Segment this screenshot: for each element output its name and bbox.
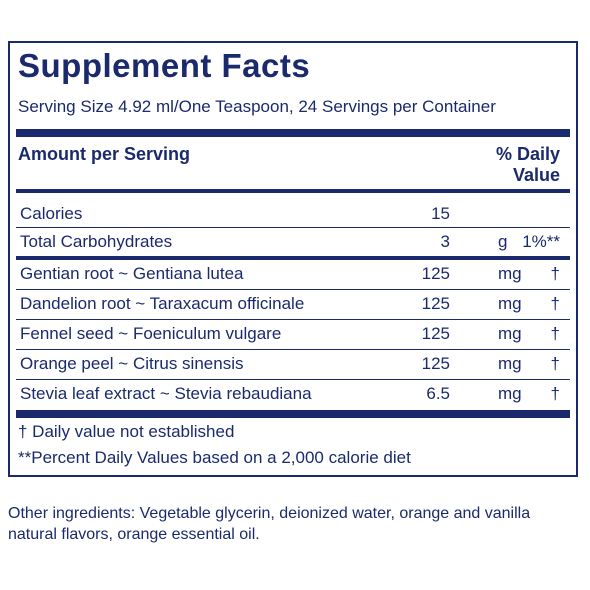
ingredient-unit: mg [498, 294, 522, 313]
ingredient-unit: mg [498, 354, 522, 373]
ingredient-dv: † [550, 354, 560, 373]
ingredient-row: Gentian root ~ Gentiana lutea 125 mg † [16, 260, 570, 290]
nutrient-name: Total Carbohydrates [20, 232, 173, 251]
ingredient-row: Stevia leaf extract ~ Stevia rebaudiana … [16, 380, 570, 409]
ingredient-dv: † [550, 324, 560, 343]
nutrient-unit: g [498, 232, 508, 251]
daily-value-header-line1: % Daily [495, 144, 560, 164]
amount-per-serving-header: Amount per Serving [18, 144, 191, 164]
daily-value-header: % Daily Value [496, 144, 560, 186]
ingredient-unit: mg [498, 384, 522, 403]
ingredient-row: Dandelion root ~ Taraxacum officinale 12… [16, 290, 570, 320]
nutrient-dv: 1%** [522, 232, 560, 251]
ingredient-amount: 125 [421, 324, 450, 343]
ingredient-amount: 125 [421, 354, 450, 373]
ingredient-unit: mg [498, 264, 522, 283]
supplement-facts-panel: Supplement Facts Serving Size 4.92 ml/On… [8, 41, 578, 477]
ingredient-name: Fennel seed ~ Foeniculum vulgare [20, 324, 282, 343]
ingredient-name: Orange peel ~ Citrus sinensis [20, 354, 244, 373]
ingredient-name: Gentian root ~ Gentiana lutea [20, 264, 244, 283]
other-ingredients: Other ingredients: Vegetable glycerin, d… [8, 505, 531, 543]
ingredient-row: Fennel seed ~ Foeniculum vulgare 125 mg … [16, 320, 570, 350]
serving-size: Serving Size 4.92 ml/One Teaspoon, 24 Se… [18, 97, 496, 116]
nutrient-amount: 15 [431, 204, 450, 223]
ingredient-name: Dandelion root ~ Taraxacum officinale [20, 294, 305, 313]
daily-value-header-line2: Value [512, 165, 560, 185]
medium-divider [16, 189, 570, 193]
thick-divider [16, 129, 570, 137]
ingredient-amount: 125 [421, 264, 450, 283]
ingredient-name: Stevia leaf extract ~ Stevia rebaudiana [20, 384, 312, 403]
ingredient-dv: † [550, 384, 560, 403]
ingredient-amount: 6.5 [426, 384, 450, 403]
panel-title: Supplement Facts [18, 47, 311, 84]
calories-row: Calories 15 [16, 200, 570, 228]
percent-footnote: **Percent Daily Values based on a 2,000 … [18, 448, 411, 467]
nutrient-amount: 3 [440, 232, 450, 251]
ingredient-dv: † [550, 264, 560, 283]
ingredient-row: Orange peel ~ Citrus sinensis 125 mg † [16, 350, 570, 380]
ingredient-dv: † [550, 294, 560, 313]
thick-divider [16, 410, 570, 418]
ingredient-amount: 125 [421, 294, 450, 313]
medium-divider [16, 256, 570, 260]
dagger-footnote: † Daily value not established [18, 422, 235, 441]
ingredient-unit: mg [498, 324, 522, 343]
carbohydrates-row: Total Carbohydrates 3 g 1%** [16, 228, 570, 256]
nutrient-name: Calories [20, 204, 83, 223]
